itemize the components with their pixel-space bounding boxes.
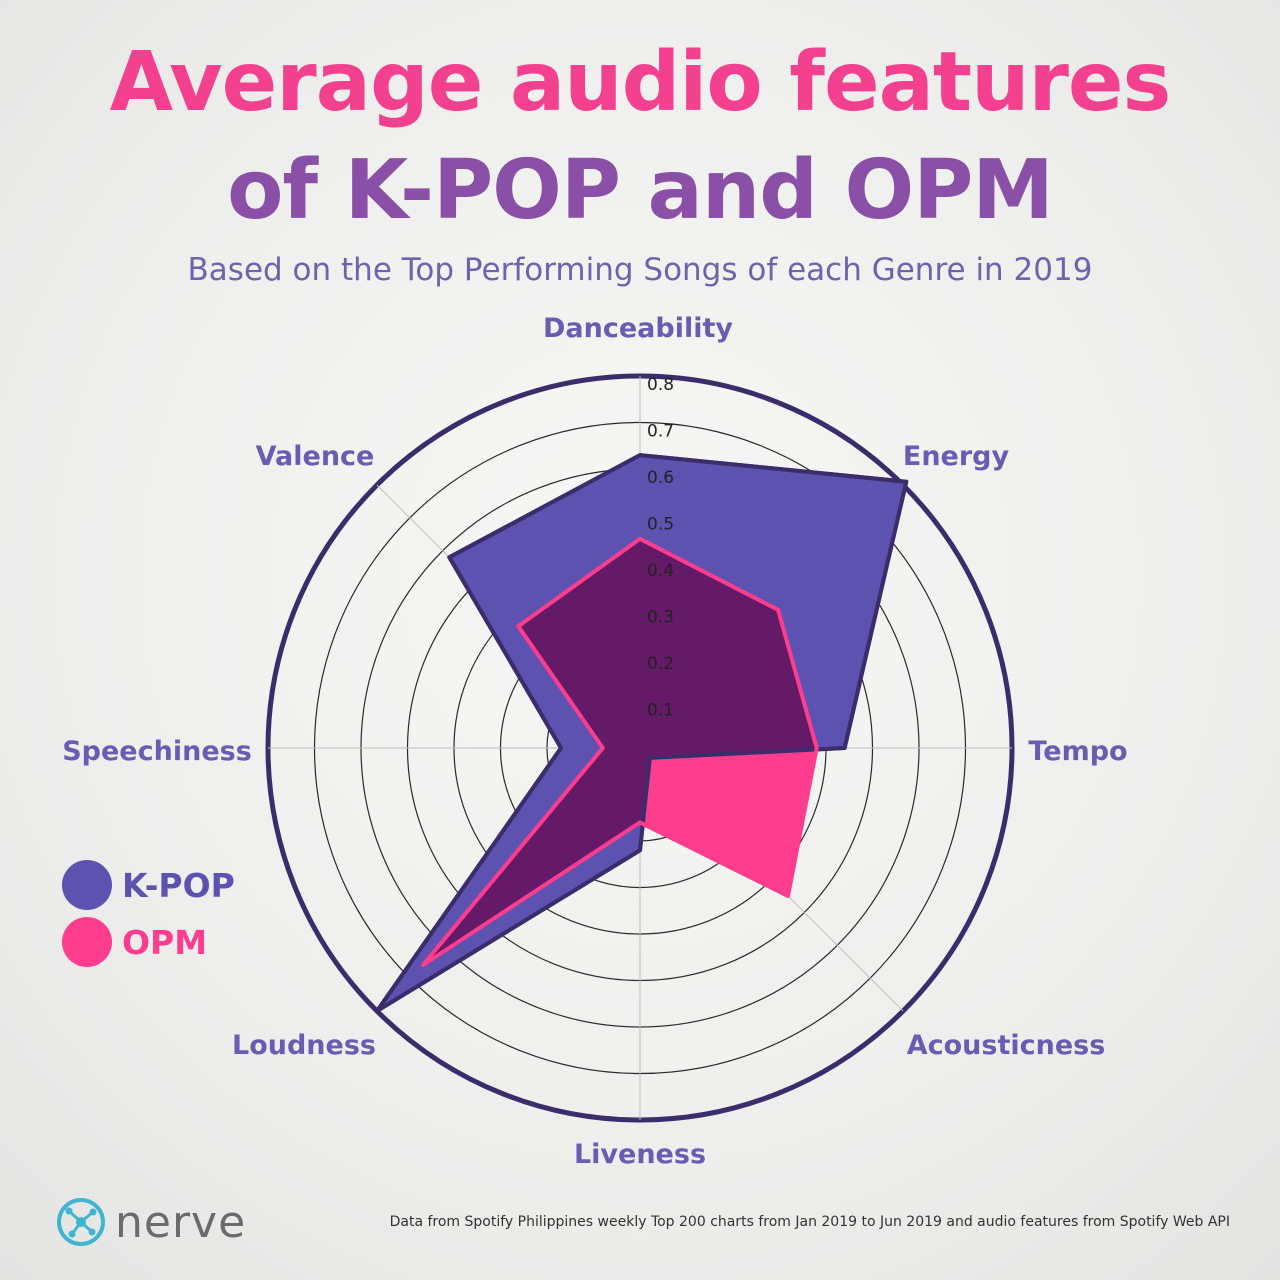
axis-label-tempo: Tempo <box>1028 736 1127 767</box>
chart-title-line-2: of K-POP and OPM <box>227 143 1054 238</box>
source-note: Data from Spotify Philippines weekly Top… <box>389 1214 1230 1230</box>
chart-subtitle: Based on the Top Performing Songs of eac… <box>187 252 1093 288</box>
chart-title-line-1: Average audio features <box>109 35 1172 130</box>
tick-label: 0.8 <box>647 375 674 395</box>
nerve-network-icon <box>57 1198 105 1246</box>
legend-item-kpop: K-POP <box>62 860 235 910</box>
nerve-logo: nerve <box>55 1196 246 1248</box>
legend-swatch-kpop <box>62 860 112 910</box>
tick-label: 0.1 <box>647 701 674 721</box>
axis-label-speechiness: Speechiness <box>62 736 252 767</box>
radar-axis-labels: Danceability Energy Tempo Acousticness Liven… <box>62 313 1127 1170</box>
series-opm-outline <box>421 536 819 967</box>
axis-label-loudness: Loudness <box>232 1030 376 1061</box>
axis-label-valence: Valence <box>256 441 375 472</box>
tick-label: 0.2 <box>647 654 674 674</box>
logo-wordmark: nerve <box>115 1196 247 1248</box>
radar-series <box>375 453 909 1013</box>
axis-label-acousticness: Acousticness <box>907 1030 1106 1061</box>
tick-label: 0.4 <box>647 561 674 581</box>
series-kpop-outline <box>375 453 909 1013</box>
axis-label-danceability: Danceability <box>543 313 733 344</box>
tick-label: 0.7 <box>647 422 674 442</box>
tick-label: 0.5 <box>647 515 674 535</box>
legend-swatch-opm <box>62 917 112 967</box>
tick-label: 0.3 <box>647 608 674 628</box>
tick-label: 0.6 <box>647 468 674 488</box>
legend-label-opm: OPM <box>122 922 208 962</box>
legend-label-kpop: K-POP <box>122 865 235 905</box>
radar-tick-labels: 0.1 0.2 0.3 0.4 0.5 0.6 0.7 0.8 <box>647 375 674 721</box>
legend-item-opm: OPM <box>62 917 207 967</box>
axis-label-energy: Energy <box>903 441 1010 472</box>
axis-label-liveness: Liveness <box>574 1139 706 1170</box>
